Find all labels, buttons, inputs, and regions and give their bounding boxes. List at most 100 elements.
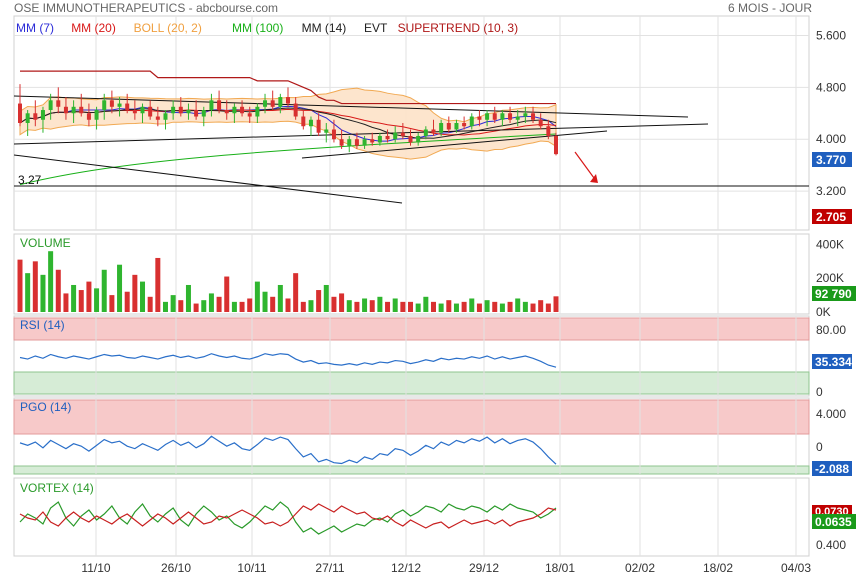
candle: [492, 113, 497, 120]
y-tick-label: 0: [816, 385, 823, 399]
volume-bar: [270, 296, 276, 312]
volume-bar: [147, 296, 153, 312]
volume-bar: [339, 293, 345, 312]
y-tick-label: 400K: [816, 237, 844, 251]
volume-bar: [63, 293, 69, 312]
pgo-badge-text: -2.088: [815, 462, 849, 476]
panel-frame: [13, 477, 810, 557]
volume-bar: [162, 301, 168, 312]
candle: [370, 139, 375, 143]
volume-bar: [507, 301, 513, 312]
volume-bar: [247, 298, 253, 312]
vortex-badge: [812, 514, 856, 529]
candle: [155, 116, 160, 120]
x-tick-label: 10/11: [237, 561, 266, 575]
candle: [286, 97, 290, 104]
candle: [48, 100, 53, 111]
legend-item: MM (20): [71, 21, 116, 35]
y-tick-label: 200K: [816, 271, 844, 285]
volume-bar: [400, 301, 406, 312]
volume-bar: [117, 264, 123, 312]
volume-bar: [545, 303, 551, 312]
legend-item: BOLL (20, 2): [134, 21, 202, 35]
chart-title: OSE IMMUNOTHERAPEUTICS - abcbourse.com: [14, 1, 279, 15]
volume-bar: [369, 300, 375, 312]
candle: [278, 97, 283, 107]
candle: [538, 119, 543, 127]
last-price-badge-text: 3.770: [816, 153, 846, 167]
pgo-badge: [812, 461, 852, 476]
support-badge-text: 2.705: [816, 210, 846, 224]
y-tick-label: 4.000: [816, 407, 846, 421]
volume-bar: [316, 290, 322, 312]
candle: [232, 106, 237, 114]
volume-bar: [262, 291, 268, 312]
candle: [462, 123, 467, 127]
candle: [431, 129, 436, 133]
candle: [247, 113, 252, 117]
volume-bar: [492, 301, 498, 312]
rsi-line: [19, 353, 557, 368]
candle: [400, 132, 405, 136]
period-label[interactable]: 6 MOIS - JOUR: [727, 1, 812, 15]
candle: [186, 110, 191, 114]
pgo-title: PGO (14): [20, 400, 71, 414]
candle: [546, 126, 551, 136]
volume-bar: [224, 276, 230, 312]
volume-bar: [25, 273, 31, 312]
volume-bar: [109, 295, 115, 312]
volume-bar: [101, 269, 107, 312]
volume-bar: [415, 303, 421, 312]
volume-bar: [254, 281, 260, 312]
candle: [209, 100, 214, 111]
volume-bar: [308, 300, 314, 312]
candle: [178, 106, 183, 114]
legend-item: MM (100): [232, 21, 283, 35]
candle: [531, 113, 536, 120]
candle: [500, 113, 505, 120]
vortex-plus-line: [19, 501, 557, 535]
trend-line: [14, 123, 709, 145]
candle: [301, 116, 306, 127]
volume-bar: [48, 251, 54, 312]
candle: [362, 139, 367, 146]
x-tick-label: 02/02: [625, 561, 655, 575]
volume-bar: [78, 290, 84, 312]
x-tick-label: 04/03: [781, 561, 811, 575]
candle: [94, 110, 99, 120]
y-tick-label: 0.400: [816, 538, 846, 552]
candle: [33, 113, 38, 120]
candle: [354, 139, 359, 146]
candle: [446, 123, 451, 130]
candle: [469, 116, 474, 127]
volume-bar: [155, 257, 161, 312]
candle: [201, 110, 206, 117]
volume-bar: [484, 300, 490, 312]
volume-bar: [423, 296, 429, 312]
candle: [63, 106, 68, 114]
x-tick-label: 11/10: [81, 561, 110, 575]
volume-bar: [446, 300, 452, 312]
candle: [163, 113, 168, 120]
volume-bar: [293, 273, 299, 312]
volume-bar: [354, 301, 360, 312]
vortex-badge-text: 0.0635: [815, 515, 852, 529]
candle: [515, 116, 520, 120]
candle: [347, 139, 352, 146]
y-tick-label: 4.000: [816, 132, 846, 146]
y-tick-label: 3.200: [816, 184, 846, 198]
candle: [263, 100, 268, 107]
volume-bar: [124, 291, 130, 312]
volume-bar: [277, 284, 283, 312]
volume-bar: [323, 284, 329, 312]
candle: [217, 100, 222, 111]
rsi-oversold-zone: [13, 371, 810, 395]
y-tick-label: 0K: [816, 305, 831, 319]
volume-bar: [140, 281, 146, 312]
volume-title: VOLUME: [20, 236, 71, 250]
candle: [194, 110, 199, 117]
candle: [477, 116, 482, 120]
volume-bar: [193, 303, 199, 312]
candle: [171, 106, 176, 114]
